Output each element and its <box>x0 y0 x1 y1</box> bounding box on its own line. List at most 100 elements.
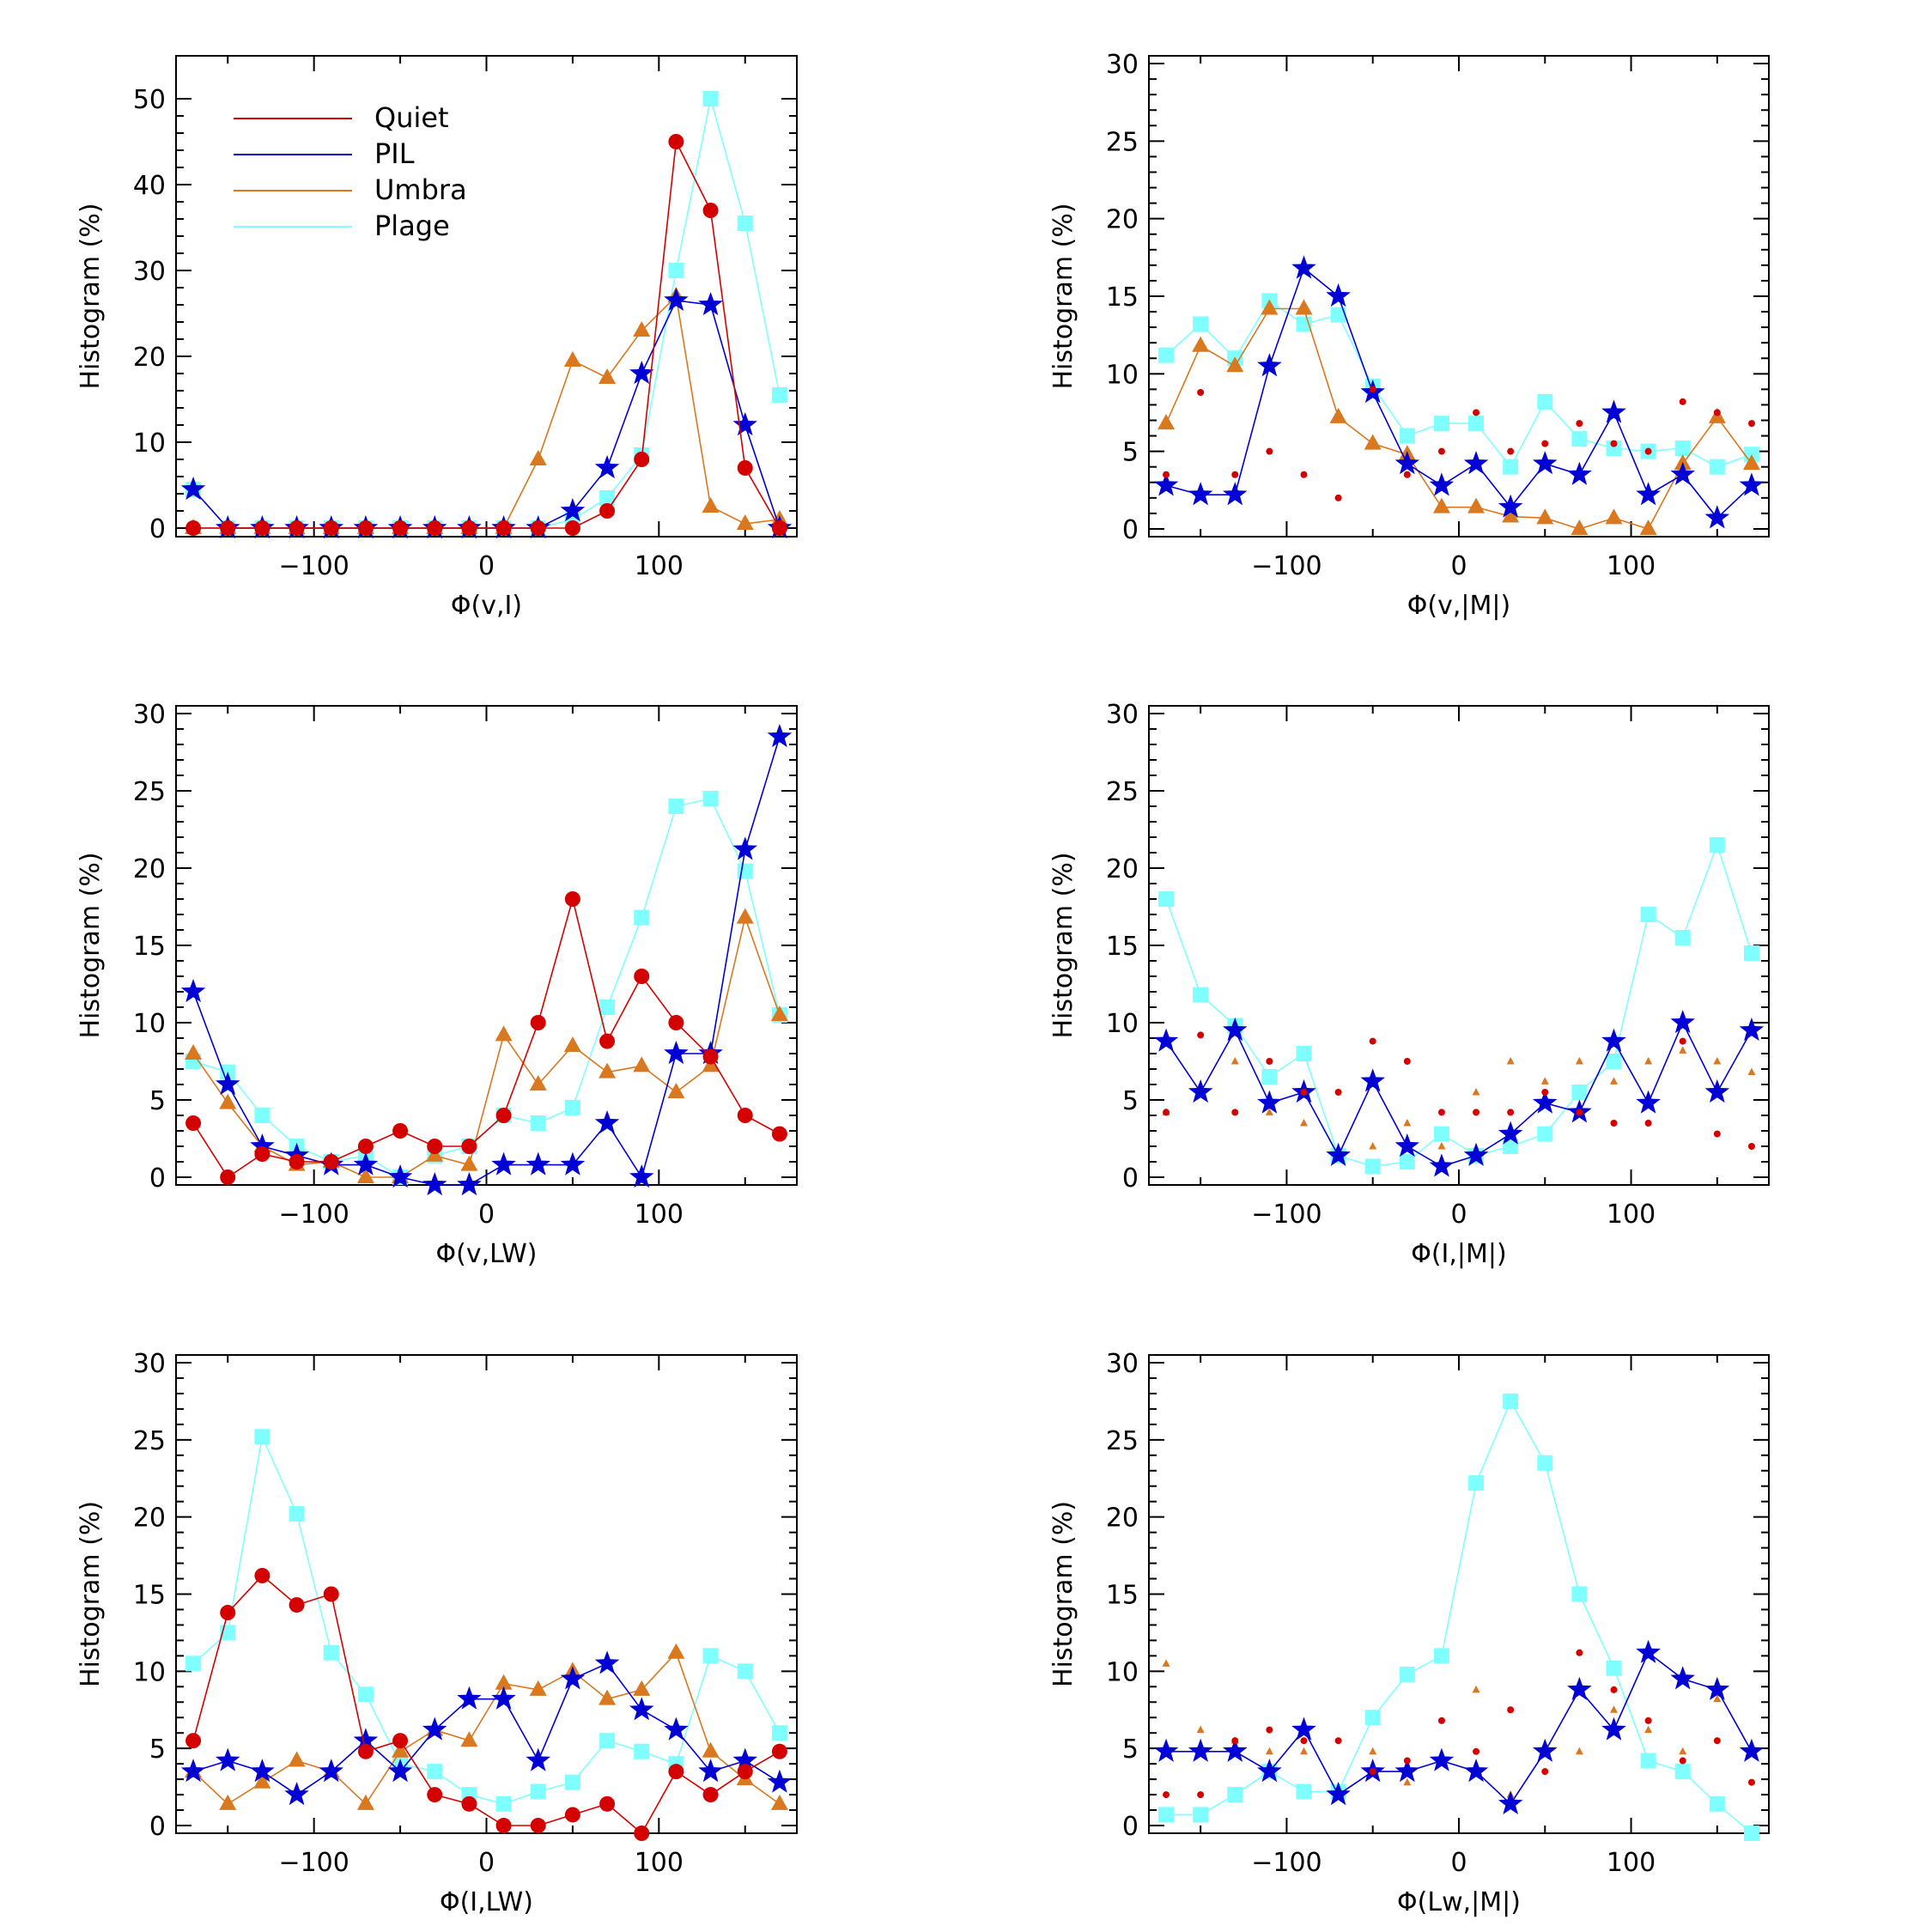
data-point-quiet <box>564 891 580 907</box>
data-point-umbra <box>1679 1046 1687 1054</box>
data-point-plage <box>1606 1054 1622 1069</box>
data-point-quiet <box>1576 420 1583 428</box>
y-tick-label: 5 <box>1122 1086 1139 1116</box>
series-quiet <box>1163 386 1755 501</box>
data-point-plage <box>1296 1783 1312 1800</box>
data-point-pil <box>353 1728 379 1752</box>
data-point-pil <box>1601 1028 1626 1052</box>
data-point-plage <box>1709 459 1725 475</box>
data-point-quiet <box>1713 1737 1721 1745</box>
data-point-quiet <box>1541 1768 1549 1776</box>
data-point-quiet <box>737 1764 753 1780</box>
data-point-pil <box>491 1151 516 1176</box>
x-tick-label: 0 <box>478 1200 495 1230</box>
data-point-umbra <box>1536 508 1554 525</box>
data-point-pil <box>1257 1759 1282 1783</box>
legend-label-quiet: Quiet <box>374 101 449 134</box>
y-tick-label: 25 <box>1106 1426 1139 1456</box>
data-point-quiet <box>1403 1757 1411 1765</box>
data-point-pil <box>1188 482 1213 506</box>
data-point-quiet <box>254 1146 270 1162</box>
y-axis-title: Histogram (%) <box>76 203 106 389</box>
data-point-umbra <box>253 1772 271 1789</box>
data-point-plage <box>530 1783 546 1800</box>
data-point-pil <box>1739 1018 1765 1042</box>
x-tick-label: −100 <box>1251 1200 1321 1230</box>
data-point-quiet <box>357 1743 374 1759</box>
data-point-pil <box>1326 1142 1351 1166</box>
data-point-plage <box>1571 1084 1588 1100</box>
data-point-plage <box>702 791 719 806</box>
data-point-quiet <box>737 1108 753 1123</box>
x-tick-label: 0 <box>1450 1848 1467 1878</box>
y-tick-label: 30 <box>133 700 166 730</box>
data-point-quiet <box>289 1154 305 1170</box>
data-point-quiet <box>1266 1058 1273 1065</box>
y-tick-label: 10 <box>1106 1657 1139 1687</box>
data-point-quiet <box>427 1787 443 1803</box>
data-point-plage <box>1433 1648 1449 1664</box>
data-point-plage <box>771 1725 787 1741</box>
x-axis-title: Φ(v,|M|) <box>1407 591 1510 621</box>
data-point-pil <box>1188 1738 1213 1762</box>
data-point-quiet <box>1576 1109 1583 1116</box>
data-point-plage <box>357 1686 374 1703</box>
data-point-plage <box>1674 1764 1691 1780</box>
data-point-quiet <box>1163 471 1170 478</box>
y-tick-label: 15 <box>1106 283 1139 313</box>
y-tick-label: 20 <box>133 1504 166 1534</box>
data-point-pil <box>1533 1090 1558 1114</box>
data-point-pil <box>250 1133 275 1157</box>
data-point-plage <box>1364 1710 1381 1726</box>
data-point-umbra <box>1502 507 1520 523</box>
y-tick-label: 30 <box>1106 1349 1139 1379</box>
legend-label-plage: Plage <box>374 210 450 242</box>
data-point-umbra <box>1540 1077 1549 1084</box>
y-tick-label: 0 <box>149 514 166 544</box>
data-point-pil <box>1533 1738 1558 1762</box>
data-point-umbra <box>1196 1725 1205 1734</box>
y-tick-label: 15 <box>133 1581 166 1611</box>
x-tick-label: 100 <box>1607 1848 1656 1878</box>
data-point-quiet <box>1541 440 1549 447</box>
x-axis-title: Φ(I,|M|) <box>1411 1239 1507 1269</box>
data-point-quiet <box>1610 1120 1618 1127</box>
data-point-plage <box>1537 1126 1553 1142</box>
y-tick-label: 25 <box>133 1426 166 1456</box>
data-point-quiet <box>564 520 580 536</box>
data-point-plage <box>1193 987 1209 1003</box>
data-point-umbra <box>1713 1057 1722 1065</box>
data-point-umbra <box>1369 1747 1377 1755</box>
data-point-umbra <box>1472 1685 1480 1693</box>
y-tick-label: 5 <box>1122 1735 1139 1765</box>
series-umbra <box>185 1643 788 1810</box>
data-point-quiet <box>564 1807 580 1823</box>
data-point-pil <box>1463 1142 1489 1166</box>
data-point-pil <box>1223 1018 1248 1042</box>
series-quiet <box>185 891 787 1185</box>
data-point-pil <box>560 498 586 522</box>
data-point-quiet <box>771 1126 787 1142</box>
data-point-quiet <box>1747 1143 1755 1150</box>
data-point-umbra <box>1467 497 1485 513</box>
data-point-umbra <box>495 1025 513 1042</box>
data-point-quiet <box>1507 1109 1515 1116</box>
series-quiet <box>185 134 787 536</box>
y-axis-title: Histogram (%) <box>76 1501 106 1687</box>
data-point-umbra <box>1265 1747 1273 1755</box>
data-point-plage <box>737 863 753 879</box>
data-point-quiet <box>461 520 477 536</box>
y-tick-label: 50 <box>133 85 166 115</box>
data-point-umbra <box>1157 414 1176 430</box>
data-point-quiet <box>599 503 616 519</box>
x-tick-label: 0 <box>1450 551 1467 581</box>
data-point-umbra <box>1230 1057 1239 1065</box>
data-point-pil <box>698 1759 723 1783</box>
data-point-umbra <box>288 1751 306 1767</box>
data-point-quiet <box>1231 471 1239 478</box>
data-point-umbra <box>667 1083 685 1098</box>
data-point-pil <box>1498 494 1523 518</box>
data-point-pil <box>1636 1090 1661 1114</box>
legend: Quiet PIL Umbra Plage <box>234 101 467 242</box>
